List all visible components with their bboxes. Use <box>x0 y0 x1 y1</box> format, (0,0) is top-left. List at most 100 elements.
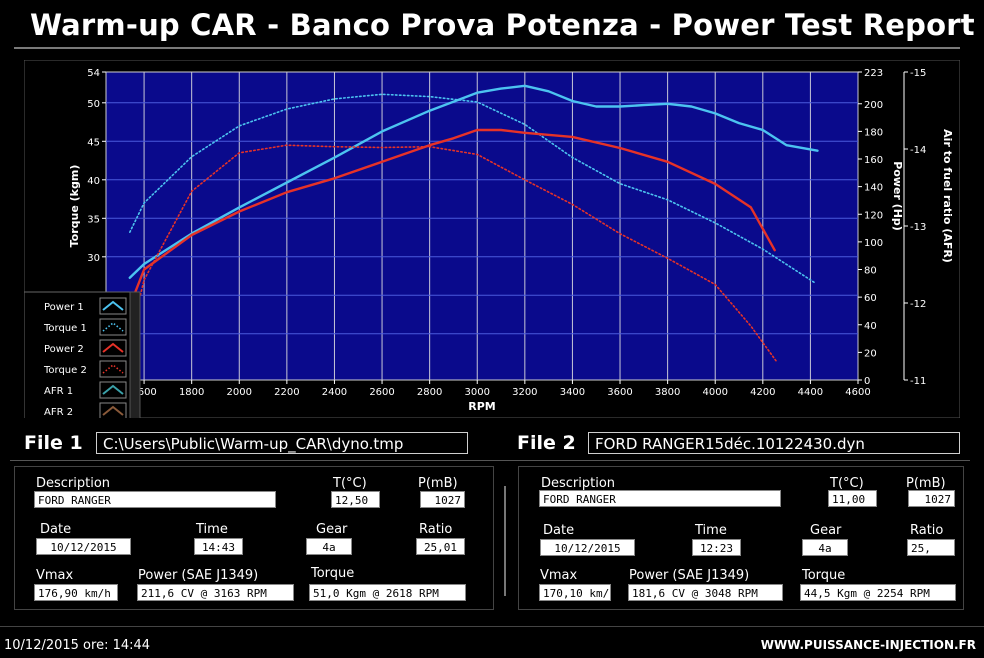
run1-gear-label: Gear <box>316 522 348 537</box>
footer-website[interactable]: WWW.PUISSANCE-INJECTION.FR <box>760 638 976 652</box>
run2-power-value: 181,6 CV @ 3048 RPM <box>628 584 783 601</box>
x-axis-title: RPM <box>468 400 495 413</box>
chart-series <box>128 84 819 364</box>
power-tick-label: 100 <box>864 238 883 249</box>
run2-ratio-label: Ratio <box>910 523 944 538</box>
legend-swatch-afr-2 <box>102 405 124 416</box>
run1-temp-value: 12,50 <box>331 491 380 508</box>
legend-swatch-power-1 <box>102 300 124 311</box>
x-tick-label: 1600 <box>131 387 156 398</box>
run1-panel <box>14 466 494 610</box>
run1-ratio-label: Ratio <box>419 522 453 537</box>
power-tick-label: 140 <box>864 183 883 194</box>
section-divider <box>10 460 970 461</box>
run2-torque-label: Torque <box>802 568 846 583</box>
power-tick-label: 223 <box>864 68 883 79</box>
series-power-2 <box>130 128 776 302</box>
x-tick-label: 3000 <box>465 387 490 398</box>
torque-tick-label: 50 <box>87 99 100 110</box>
run2-ratio-value: 25, <box>907 539 955 556</box>
torque-tick-label: 30 <box>87 253 100 264</box>
plot-area <box>105 71 859 381</box>
run2-pressure-value: 1027 <box>908 490 955 507</box>
run2-date-label: Date <box>543 523 575 538</box>
afr-tick-label: -15 <box>910 68 926 79</box>
file2-path-field[interactable]: FORD RANGER15déc.10122430.dyn <box>588 432 960 454</box>
torque-tick-label: 40 <box>87 176 100 187</box>
power-tick-label: 200 <box>864 100 883 111</box>
run1-time-value: 14:43 <box>194 538 243 555</box>
afr-tick-label: -14 <box>910 145 926 156</box>
run1-date-label: Date <box>40 522 72 537</box>
x-tick-label: 3600 <box>607 387 632 398</box>
x-tick-label: 4200 <box>750 387 775 398</box>
legend-label: Power 1 <box>44 302 84 313</box>
run1-temp-label: T(°C) <box>333 476 367 491</box>
legend-label: AFR 2 <box>44 407 73 418</box>
run2-description-value: FORD RANGER <box>539 490 781 507</box>
chart-grid <box>106 72 859 380</box>
dyno-chart: 1600 1800 2000 2200 2400 2600 2800 3000 3200 3400… <box>24 60 960 418</box>
series-torque-2 <box>133 144 778 364</box>
legend-swatch-box <box>99 360 127 378</box>
run1-vmax-value: 176,90 km/h <box>34 584 118 601</box>
power-axis-title: Power (Hp) <box>891 161 904 231</box>
footer-divider <box>0 626 984 627</box>
run1-time-label: Time <box>196 522 228 537</box>
report-title: Warm-up CAR - Banco Prova Potenza - Powe… <box>30 8 975 42</box>
legend-swatch-box <box>99 318 127 336</box>
run2-date-value: 10/12/2015 <box>540 539 635 556</box>
run2-time-value: 12:23 <box>692 539 741 556</box>
footer-datetime: 10/12/2015 ore: 14:44 <box>4 638 151 653</box>
torque-tick-label: 54 <box>87 68 100 79</box>
run1-torque-label: Torque <box>311 566 355 581</box>
run2-time-label: Time <box>695 523 727 538</box>
x-tick-label: 1800 <box>179 387 204 398</box>
run2-panel <box>518 466 964 610</box>
power-tick-label: 20 <box>864 348 877 359</box>
legend-scrollbar <box>129 291 141 418</box>
legend-swatch-box <box>99 339 127 357</box>
torque-tick-label: 35 <box>87 214 100 225</box>
legend-label: AFR 1 <box>44 386 73 397</box>
legend-label: Torque 2 <box>43 365 87 376</box>
legend-swatch-power-2 <box>102 342 124 353</box>
panel-separator <box>504 486 506 596</box>
x-tick-label: 2600 <box>369 387 394 398</box>
run1-pressure-label: P(mB) <box>418 476 458 491</box>
run1-description-value: FORD RANGER <box>34 491 276 508</box>
series-power-1 <box>128 84 819 280</box>
x-tick-label: 3400 <box>560 387 585 398</box>
power-tick-label: 0 <box>864 376 870 387</box>
power-tick-label: 80 <box>864 266 877 277</box>
run2-pressure-label: P(mB) <box>906 476 946 491</box>
run1-power-value: 211,6 CV @ 3163 RPM <box>137 584 294 601</box>
run1-torque-value: 51,0 Kgm @ 2618 RPM <box>309 584 466 601</box>
run2-power-label: Power (SAE J1349) <box>629 568 750 583</box>
afr-tick-label: -13 <box>910 222 926 233</box>
legend-label: Power 2 <box>44 344 84 355</box>
x-tick-label: 3800 <box>655 387 680 398</box>
file2-label: File 2 <box>517 432 576 454</box>
torque-tick-label: 45 <box>87 137 100 148</box>
run2-vmax-value: 170,10 km/ <box>539 584 611 601</box>
afr-tick-label: -11 <box>910 376 926 387</box>
power-tick-label: 40 <box>864 321 877 332</box>
power-tick-label: 180 <box>864 127 883 138</box>
run1-date-value: 10/12/2015 <box>36 538 131 555</box>
file1-path-field[interactable]: C:\Users\Public\Warm-up_CAR\dyno.tmp <box>96 432 468 454</box>
run2-temp-label: T(°C) <box>830 476 864 491</box>
x-tick-label: 2800 <box>417 387 442 398</box>
run1-vmax-label: Vmax <box>36 568 74 583</box>
torque-axis-title: Torque (kgm) <box>68 165 81 248</box>
run2-temp-value: 11,00 <box>828 490 877 507</box>
run1-description-label: Description <box>36 476 111 491</box>
run2-torque-value: 44,5 Kgm @ 2254 RPM <box>800 584 956 601</box>
x-tick-label: 2400 <box>322 387 347 398</box>
legend-swatch-box <box>99 297 127 315</box>
power-tick-label: 120 <box>864 210 883 221</box>
legend-swatch-box <box>99 381 127 399</box>
x-tick-label: 3200 <box>512 387 537 398</box>
x-tick-label: 4000 <box>702 387 727 398</box>
legend-swatch-torque-2 <box>102 363 124 374</box>
